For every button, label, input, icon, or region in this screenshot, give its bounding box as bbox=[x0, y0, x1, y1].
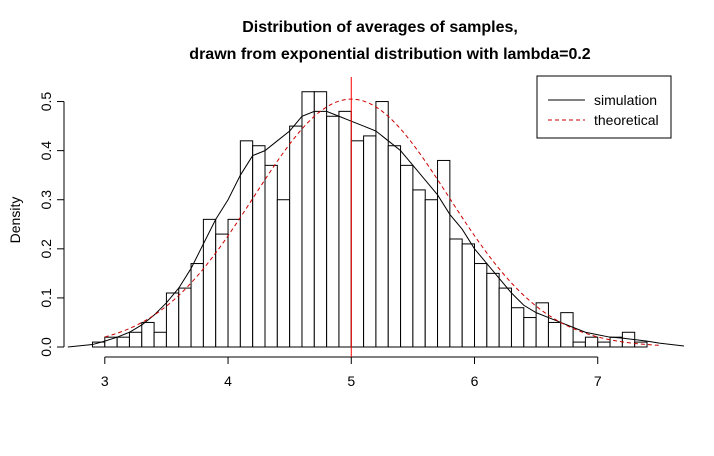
histogram-bar bbox=[178, 287, 192, 348]
y-tick-label: 0.0 bbox=[38, 337, 54, 357]
histogram-bar bbox=[572, 341, 586, 348]
histogram-bar bbox=[560, 312, 574, 348]
histogram-bar bbox=[400, 164, 414, 348]
histogram-bar bbox=[289, 125, 303, 348]
histogram-bar bbox=[116, 336, 130, 348]
histogram-bar bbox=[202, 218, 217, 348]
chart-title-line-1: Distribution of averages of samples, bbox=[242, 19, 518, 36]
histogram-bar bbox=[449, 238, 463, 348]
histogram-bar bbox=[547, 321, 562, 348]
y-axis-label: Density bbox=[7, 197, 23, 244]
histogram-bar bbox=[313, 91, 328, 348]
histogram-bar bbox=[597, 341, 611, 348]
y-tick-label: 0.3 bbox=[38, 190, 54, 210]
histogram-bar bbox=[215, 233, 229, 348]
histogram-bar bbox=[326, 115, 340, 348]
histogram-bar bbox=[338, 110, 352, 348]
x-tick-label: 5 bbox=[347, 373, 355, 389]
y-tick-label: 0.2 bbox=[38, 239, 54, 259]
histogram-bar bbox=[461, 243, 475, 348]
histogram-bar bbox=[375, 101, 389, 348]
histogram-bar bbox=[474, 263, 488, 348]
histogram-bar bbox=[128, 331, 143, 348]
histogram-bar bbox=[510, 307, 525, 348]
histogram-bar bbox=[363, 135, 377, 348]
simulation-density-line bbox=[67, 110, 685, 348]
histogram-bar bbox=[141, 321, 155, 348]
chart-title-line-2: drawn from exponential distribution with… bbox=[189, 46, 590, 63]
histogram-bar bbox=[387, 145, 402, 348]
histogram-bar bbox=[350, 140, 365, 348]
histogram-bar bbox=[523, 317, 537, 348]
x-tick-label: 6 bbox=[471, 373, 479, 389]
legend: simulation theoretical bbox=[536, 75, 672, 139]
histogram-bar bbox=[301, 91, 315, 348]
x-tick-label: 3 bbox=[101, 373, 109, 389]
chart-title: Distribution of averages of samples, dra… bbox=[189, 19, 590, 63]
histogram-bar bbox=[227, 218, 241, 348]
histogram-bar bbox=[153, 331, 167, 348]
histogram-bar bbox=[584, 336, 599, 348]
density-lines bbox=[67, 77, 685, 357]
legend-label-simulation: simulation bbox=[594, 92, 657, 108]
histogram-bar bbox=[412, 189, 426, 348]
histogram-bar bbox=[276, 199, 291, 348]
histogram-bar bbox=[498, 287, 512, 348]
histogram-bar bbox=[535, 302, 549, 348]
y-tick-label: 0.4 bbox=[38, 141, 54, 161]
histogram-bar bbox=[609, 336, 623, 348]
axes: 3 4 5 6 7 0.0 0.1 0.2 0.3 0.4 0.5 bbox=[38, 92, 602, 389]
y-tick-label: 0.1 bbox=[38, 288, 54, 308]
x-tick-label: 7 bbox=[594, 373, 602, 389]
theoretical-density-line bbox=[104, 98, 660, 346]
y-tick-label: 0.5 bbox=[38, 92, 54, 112]
histogram-bar bbox=[424, 199, 439, 348]
histogram-bars bbox=[91, 91, 648, 348]
legend-box bbox=[536, 75, 672, 139]
histogram-bar bbox=[264, 164, 278, 348]
histogram-bar bbox=[486, 272, 500, 348]
histogram-bar bbox=[634, 341, 648, 348]
histogram-bar bbox=[252, 145, 266, 348]
legend-label-theoretical: theoretical bbox=[594, 112, 659, 128]
x-tick-label: 4 bbox=[224, 373, 232, 389]
